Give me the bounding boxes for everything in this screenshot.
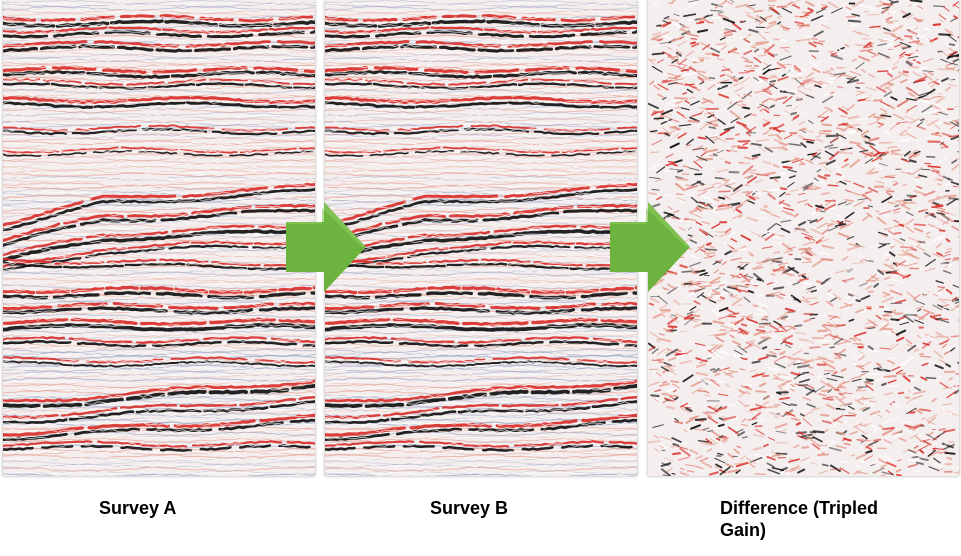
survey-b-seismic-svg	[325, 0, 637, 476]
difference-seismic-image	[648, 0, 959, 476]
survey-a-seismic-svg	[3, 0, 315, 476]
difference-seismic-svg	[648, 0, 959, 476]
survey-a-caption: Survey A	[99, 498, 177, 518]
difference-caption: Difference (Tripled Gain)	[720, 498, 879, 540]
right-arrow-icon	[286, 202, 366, 292]
right-arrow-icon	[610, 202, 690, 292]
survey-b-caption: Survey B	[430, 498, 509, 518]
survey-b-seismic-image	[325, 0, 637, 476]
survey-a-seismic-image	[3, 0, 315, 476]
